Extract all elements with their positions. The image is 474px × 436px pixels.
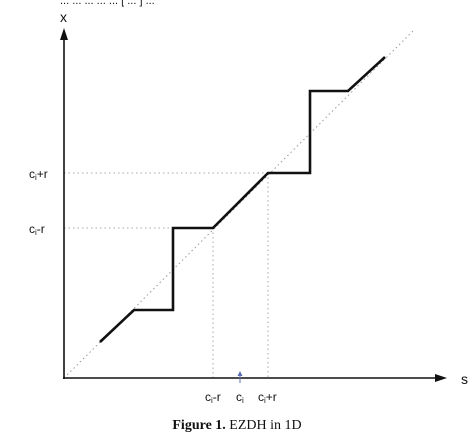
figure-caption: Figure 1. EZDH in 1D <box>0 418 474 434</box>
staircase-curve <box>99 56 386 343</box>
caption-title: EZDH in 1D <box>229 418 302 433</box>
caption-figure-number: Figure 1. <box>172 418 226 433</box>
x-axis-label: s <box>461 371 468 387</box>
y-tick-upper: ci+r <box>29 167 48 182</box>
y-axis-arrowhead <box>60 28 68 40</box>
y-tick-lower: ci-r <box>29 222 45 237</box>
y-axis-label: x <box>60 9 67 25</box>
x-tick-left: ci-r <box>205 390 221 405</box>
center-marker-arrowhead <box>237 371 243 376</box>
x-tick-right: ci+r <box>258 390 277 405</box>
x-tick-center: ci <box>236 390 244 405</box>
top-text-fragment: ... ... ... ... ... [ ... ] ... <box>60 0 155 7</box>
x-axis-arrowhead <box>435 374 447 382</box>
